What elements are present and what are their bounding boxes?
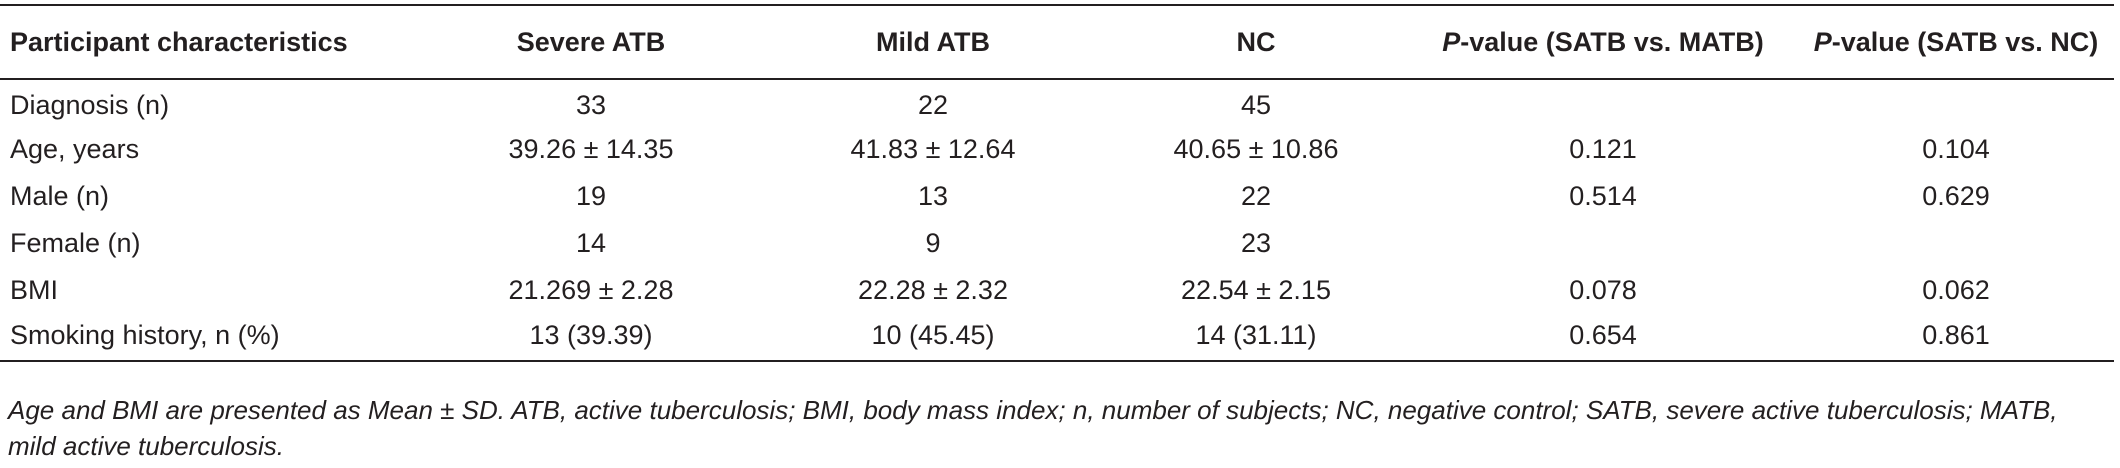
table-row: Age, years 39.26 ± 14.35 41.83 ± 12.64 4… (0, 126, 2114, 173)
row-label: Male (n) (10, 181, 110, 211)
cell-p-satb-matb (1408, 220, 1798, 267)
table-row: Smoking history, n (%) 13 (39.39) 10 (45… (0, 314, 2114, 362)
table-row: Female (n) 14 9 23 (0, 220, 2114, 267)
cell-severe-atb: 19 (575, 181, 607, 211)
table-row: Male (n) 19 13 22 0.514 0.629 (0, 173, 2114, 220)
row-label: BMI (10, 275, 59, 305)
cell-p-satb-matb: 0.514 (1569, 181, 1637, 211)
cell-nc: 22.54 ± 2.15 (1181, 275, 1331, 305)
cell-p-satb-matb (1408, 79, 1798, 126)
cell-nc: 14 (31.11) (1104, 314, 1408, 362)
cell-mild-atb: 10 (45.45) (762, 314, 1104, 362)
header-nc: NC (1104, 4, 1408, 80)
cell-severe-atb: 33 (575, 89, 607, 120)
cell-mild-atb: 13 (917, 181, 949, 211)
row-label: Diagnosis (n) (10, 89, 170, 120)
cell-p-satb-matb: 0.121 (1569, 134, 1637, 164)
header-participant-characteristics: Participant characteristics (0, 4, 420, 80)
cell-severe-atb: 39.26 ± 14.35 (508, 134, 674, 164)
cell-mild-atb: 41.83 ± 12.64 (850, 134, 1016, 164)
cell-p-satb-nc: 0.062 (1922, 275, 1990, 305)
row-label: Age, years (10, 134, 140, 164)
cell-nc: 40.65 ± 10.86 (1173, 134, 1339, 164)
table-footnote: Age and BMI are presented as Mean ± SD. … (8, 395, 2058, 461)
cell-p-satb-nc (1798, 79, 2114, 126)
cell-p-satb-nc (1798, 220, 2114, 267)
cell-nc: 22 (1240, 181, 1272, 211)
cell-p-satb-nc: 0.104 (1922, 134, 1990, 164)
cell-mild-atb: 9 (925, 228, 941, 258)
row-label: Female (n) (10, 228, 141, 258)
row-label: Smoking history, n (%) (0, 314, 420, 362)
cell-severe-atb: 21.269 ± 2.28 (508, 275, 674, 305)
cell-p-satb-nc: 0.629 (1922, 181, 1990, 211)
cell-p-satb-matb: 0.078 (1569, 275, 1637, 305)
cell-mild-atb: 22.28 ± 2.32 (858, 275, 1008, 305)
cell-p-satb-nc: 0.861 (1798, 314, 2114, 362)
cell-severe-atb: 13 (39.39) (420, 314, 762, 362)
cell-nc: 45 (1240, 89, 1272, 120)
cell-mild-atb: 22 (917, 89, 949, 120)
cell-severe-atb: 14 (575, 228, 607, 258)
cell-p-satb-matb: 0.654 (1408, 314, 1798, 362)
header-p-value-satb-vs-matb: P-value (SATB vs. MATB) (1408, 4, 1798, 80)
table-header-row: Participant characteristics Severe ATB M… (0, 4, 2114, 80)
table-row: Diagnosis (n) 33 22 45 (0, 79, 2114, 126)
header-severe-atb: Severe ATB (420, 4, 762, 80)
cell-nc: 23 (1240, 228, 1272, 258)
header-p-value-satb-vs-nc: P-value (SATB vs. NC) (1798, 4, 2114, 80)
header-mild-atb: Mild ATB (762, 4, 1104, 80)
table-row: BMI 21.269 ± 2.28 22.28 ± 2.32 22.54 ± 2… (0, 267, 2114, 314)
participant-characteristics-table: Participant characteristics Severe ATB M… (0, 4, 2114, 362)
